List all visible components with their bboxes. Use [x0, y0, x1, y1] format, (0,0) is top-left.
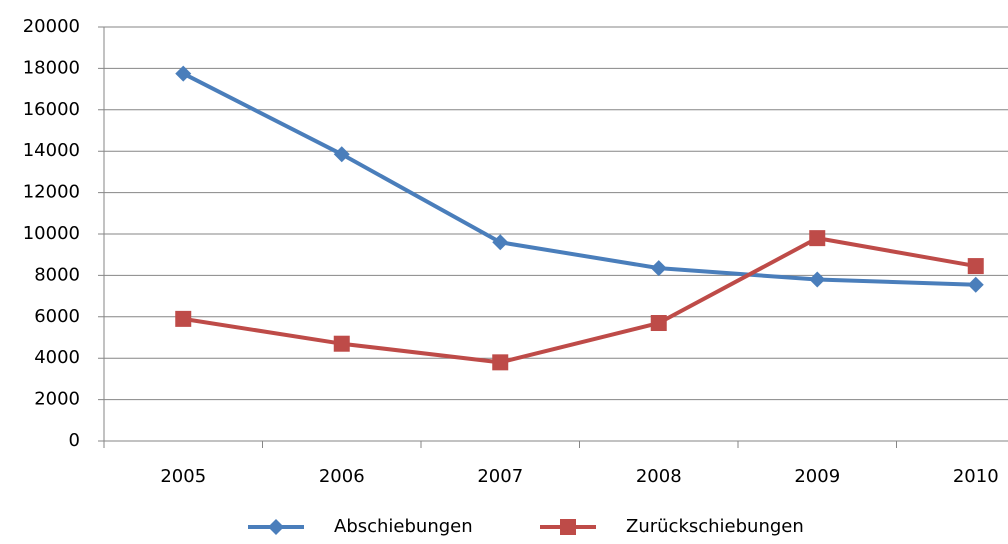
x-tick-label: 2005: [160, 466, 206, 487]
y-tick-label: 18000: [23, 57, 80, 78]
y-tick-label: 0: [69, 430, 80, 451]
y-tick-label: 14000: [23, 140, 80, 161]
data-point: [967, 276, 984, 293]
x-tick-label: 2006: [319, 466, 365, 487]
data-point: [650, 315, 667, 332]
y-tick-label: 6000: [34, 306, 80, 327]
y-tick-label: 10000: [23, 223, 80, 244]
data-point: [175, 65, 192, 82]
series-line: [182, 236, 977, 365]
y-tick-label: 20000: [23, 16, 80, 37]
y-tick-label: 12000: [23, 182, 80, 203]
data-point: [967, 258, 984, 275]
y-tick-label: 2000: [34, 389, 80, 410]
legend-marker: [560, 519, 576, 535]
legend-label: Abschiebungen: [334, 516, 473, 537]
x-tick-label: 2008: [636, 466, 682, 487]
x-tick-label: 2010: [953, 466, 999, 487]
data-point: [492, 234, 509, 251]
data-point: [809, 230, 826, 247]
x-tick-label: 2007: [477, 466, 523, 487]
legend-marker: [268, 519, 284, 535]
data-point: [650, 260, 667, 277]
x-tick-label: 2009: [794, 466, 840, 487]
data-point: [809, 271, 826, 288]
y-tick-label: 8000: [34, 264, 80, 285]
series-line: [182, 71, 976, 287]
data-point: [175, 310, 192, 327]
data-point: [333, 335, 350, 352]
data-point: [492, 354, 509, 371]
legend-label: Zurückschiebungen: [626, 516, 804, 537]
data-point: [333, 146, 350, 163]
y-tick-label: 16000: [23, 99, 80, 120]
y-tick-label: 4000: [34, 347, 80, 368]
